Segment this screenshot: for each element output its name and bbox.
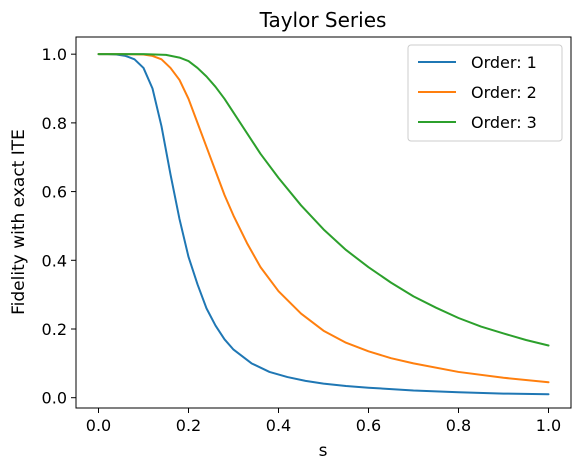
series-line-1	[97, 53, 550, 396]
legend-label-1: Order: 1	[471, 53, 537, 72]
chart-title: Taylor Series	[259, 8, 387, 32]
y-axis-label: Fidelity with exact ITE	[9, 129, 29, 315]
axes-frame	[75, 36, 572, 409]
x-axis-label: s	[319, 441, 328, 461]
x-tick-label: 1.0	[536, 416, 561, 435]
plot-area: 0.0 0.2 0.4 0.6 0.8 1.0 0.0 0.2 0.4 0.6 0.8 1.0 Orde…	[42, 36, 572, 435]
y-tick-label: 0.2	[42, 320, 67, 339]
legend-label-3: Order: 3	[471, 113, 537, 132]
x-tick-label: 0.0	[86, 416, 111, 435]
x-tick-label: 0.2	[176, 416, 201, 435]
series-line-3	[97, 53, 550, 347]
series-line-2	[97, 53, 550, 384]
legend-box	[407, 44, 563, 142]
x-tick-label: 0.8	[446, 416, 471, 435]
y-tick-label: 1.0	[42, 45, 67, 64]
y-tick-label: 0.8	[42, 114, 67, 133]
y-tick-label: 0.0	[42, 389, 67, 408]
x-tick-label: 0.6	[356, 416, 381, 435]
legend-label-2: Order: 2	[471, 83, 537, 102]
x-tick-label: 0.4	[266, 416, 291, 435]
y-tick-label: 0.4	[42, 251, 67, 270]
y-tick-label: 0.6	[42, 183, 67, 202]
